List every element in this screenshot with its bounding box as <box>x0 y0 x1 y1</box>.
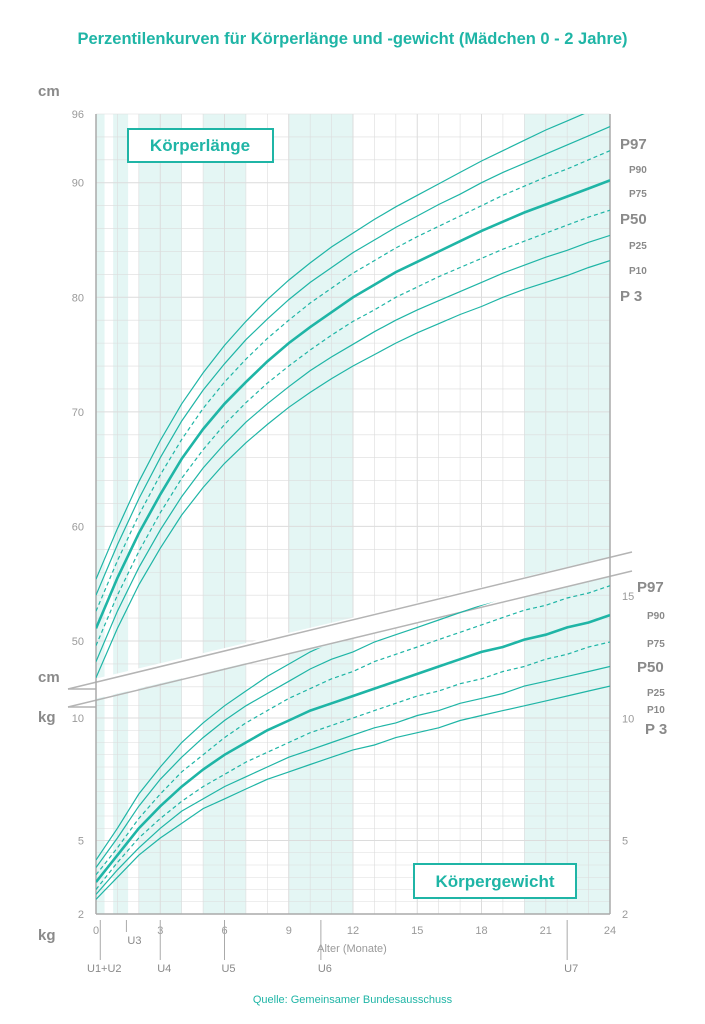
length-curve-p10 <box>96 234 610 662</box>
length-percentile-label: P97 <box>620 136 647 153</box>
scale-break <box>56 552 630 708</box>
length-ytick-label: 90 <box>72 178 84 190</box>
weight-ytick-label: 10 <box>72 713 84 725</box>
weight-percentile-label: P25 <box>647 688 665 699</box>
length-box <box>127 128 274 163</box>
weight-curve-p75 <box>96 585 610 876</box>
length-percentile-label: P25 <box>629 241 647 252</box>
x-tick-label: 0 <box>93 925 99 937</box>
length-ytick-label: 60 <box>72 521 84 533</box>
chart-title: Perzentilenkurven für Körperlänge und -g… <box>77 30 628 48</box>
length-unit-top: cm <box>38 83 60 100</box>
length-curves <box>96 114 610 678</box>
length-curve-p25 <box>96 209 610 646</box>
length-curve-p3 <box>96 260 610 678</box>
length-percentile-label: P10 <box>629 266 647 277</box>
weight-box <box>413 863 577 899</box>
weight-unit-bottom: kg <box>38 927 56 944</box>
weight-percentile-label: P97 <box>637 579 664 596</box>
x-tick-label: 12 <box>347 925 359 937</box>
weight-right-tick-label: 2 <box>622 909 628 921</box>
exam-label: U5 <box>221 963 235 975</box>
weight-percentile-label: P10 <box>647 705 665 716</box>
exam-band <box>96 114 105 914</box>
weight-curve-p10 <box>96 665 610 895</box>
length-ytick-label: 50 <box>72 636 84 648</box>
weight-percentile-label: P90 <box>647 611 665 622</box>
length-percentile-label: P90 <box>629 165 647 176</box>
x-tick-label: 21 <box>540 925 552 937</box>
exam-label: U7 <box>564 963 578 975</box>
x-tick-label: 24 <box>604 925 616 937</box>
x-tick-label: 9 <box>286 925 292 937</box>
x-axis-label: Alter (Monate) <box>317 943 387 955</box>
weight-right-tick-label: 5 <box>622 836 628 848</box>
weight-unit-top: kg <box>38 709 56 726</box>
length-unit-bottom: cm <box>38 669 60 686</box>
x-tick-label: 15 <box>411 925 423 937</box>
length-curve-p90 <box>96 126 610 596</box>
weight-right-tick-label: 15 <box>622 591 634 603</box>
weight-ytick-label: 5 <box>78 836 84 848</box>
weight-percentile-label: P75 <box>647 639 665 650</box>
length-curve-p75 <box>96 150 610 612</box>
exam-label: U6 <box>318 963 332 975</box>
weight-ytick-label: 2 <box>78 909 84 921</box>
weight-box-label: Körpergewicht <box>435 872 554 891</box>
source-note: Quelle: Gemeinsamer Bundesausschuss <box>252 994 453 1006</box>
weight-right-tick-label: 10 <box>622 713 634 725</box>
length-percentile-label: P 3 <box>620 288 642 305</box>
exam-label: U3 <box>127 935 141 947</box>
exam-label: U1+U2 <box>87 963 122 975</box>
length-ytick-label: 80 <box>72 292 84 304</box>
length-ytick-label: 70 <box>72 407 84 419</box>
weight-curve-p50 <box>96 613 610 883</box>
length-curve-p97 <box>96 114 610 580</box>
exam-band <box>113 114 129 914</box>
x-tick-label: 18 <box>475 925 487 937</box>
length-ytick-label: 96 <box>72 109 84 121</box>
scale-break-line <box>67 570 633 708</box>
length-box-label: Körperlänge <box>150 136 250 155</box>
weight-curve-p3 <box>96 685 610 900</box>
exam-label: U4 <box>157 963 171 975</box>
weight-percentile-label: P50 <box>637 659 664 676</box>
length-percentile-label: P75 <box>629 189 647 200</box>
weight-percentile-label: P 3 <box>645 721 667 738</box>
exam-band <box>288 114 353 914</box>
weight-curve-p25 <box>96 641 610 890</box>
length-percentile-label: P50 <box>620 211 647 228</box>
length-curve-p50 <box>96 179 610 629</box>
scale-break-line <box>67 551 633 690</box>
